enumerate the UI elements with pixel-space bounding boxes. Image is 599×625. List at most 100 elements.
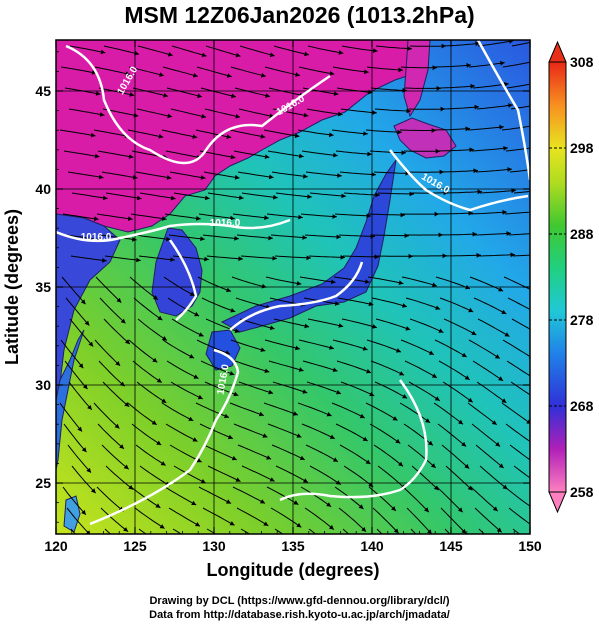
credits: Drawing by DCL (https://www.gfd-dennou.o…	[0, 594, 599, 622]
streamline	[93, 402, 120, 429]
streamline-arrowhead	[542, 37, 547, 42]
streamline	[95, 276, 122, 303]
streamline-arrowhead	[238, 256, 243, 262]
streamline-arrowhead	[93, 216, 99, 222]
streamline	[62, 213, 99, 220]
streamline	[508, 507, 530, 525]
streamline	[198, 213, 235, 220]
streamline-arrowhead	[200, 175, 206, 180]
streamline-arrowhead	[434, 396, 440, 401]
streamline-arrowhead	[465, 126, 470, 132]
streamline	[166, 87, 203, 98]
streamline-arrowhead	[133, 112, 139, 118]
streamline	[162, 339, 195, 359]
streamline-arrowhead	[469, 147, 474, 153]
streamline-arrowhead	[296, 281, 302, 286]
streamline	[338, 507, 367, 533]
streamline-arrowhead	[326, 502, 332, 507]
streamline-arrowhead	[364, 69, 369, 75]
streamline	[475, 444, 505, 469]
streamline	[476, 381, 507, 404]
streamline-arrowhead	[368, 89, 373, 95]
streamline	[339, 171, 376, 176]
streamline	[203, 444, 237, 461]
streamline	[264, 339, 301, 350]
streamline-arrowhead	[501, 309, 507, 314]
streamline-arrowhead	[498, 463, 504, 468]
streamline	[336, 360, 372, 374]
streamline	[270, 507, 302, 528]
streamline	[305, 171, 342, 177]
streamline-arrowhead	[269, 477, 275, 482]
streamline-arrowhead	[166, 175, 172, 180]
streamline	[469, 276, 504, 292]
streamline	[130, 213, 167, 220]
streamline	[137, 318, 168, 341]
streamline-arrowhead	[82, 384, 88, 390]
streamline	[271, 444, 306, 461]
contour-label: 1016.0	[215, 363, 231, 395]
streamline	[309, 192, 346, 197]
streamline	[197, 276, 232, 292]
streamline-arrowhead	[196, 458, 202, 463]
streamline-arrowhead	[78, 363, 84, 369]
streamline-arrowhead	[102, 195, 108, 201]
streamline	[471, 423, 501, 447]
streamline-arrowhead	[431, 128, 436, 133]
streamline-arrowhead	[268, 174, 274, 180]
streamline-arrowhead	[536, 398, 541, 402]
streamline	[375, 45, 412, 50]
streamline-arrowhead	[264, 154, 270, 159]
streamline	[342, 255, 380, 258]
streamline-arrowhead	[303, 173, 308, 179]
streamline	[298, 66, 335, 75]
streamline	[237, 444, 272, 460]
streamline-arrowhead	[402, 303, 407, 308]
streamline-arrowhead	[189, 354, 195, 359]
streamline-arrowhead	[100, 49, 106, 55]
streamline-arrowhead	[435, 148, 440, 154]
streamline	[368, 213, 405, 216]
streamline-arrowhead	[231, 93, 236, 99]
streamline-arrowhead	[494, 354, 500, 359]
streamline-arrowhead	[192, 134, 198, 139]
streamline	[501, 402, 530, 424]
streamline	[339, 444, 371, 465]
streamline	[170, 381, 204, 400]
streamline	[161, 402, 194, 422]
streamline-arrowhead	[329, 345, 334, 350]
streamline-arrowhead	[440, 106, 445, 112]
streamline	[308, 528, 317, 534]
streamline-arrowhead	[198, 332, 204, 337]
streamline-arrowhead	[295, 72, 300, 77]
streamline-arrowhead	[124, 402, 130, 407]
streamline-arrowhead	[114, 423, 120, 429]
streamline-arrowhead	[464, 375, 470, 380]
streamline	[136, 381, 167, 404]
streamline-arrowhead	[268, 235, 273, 241]
streamline-arrowhead	[428, 440, 433, 446]
streamline-arrowhead	[328, 524, 334, 530]
streamline	[505, 423, 530, 443]
streamline	[474, 232, 512, 236]
streamline	[399, 402, 431, 424]
streamline-arrowhead	[158, 133, 164, 139]
streamline-arrowhead	[537, 145, 542, 150]
streamline-arrowhead	[304, 51, 309, 57]
streamline	[306, 381, 342, 395]
streamline	[195, 129, 232, 138]
contour-1016	[476, 40, 530, 181]
streamline-arrowhead	[296, 522, 302, 528]
streamline	[239, 318, 275, 330]
streamline	[236, 507, 269, 527]
streamline	[104, 255, 141, 261]
streamline-arrowhead	[443, 190, 448, 196]
streamline	[128, 339, 158, 363]
streamline-arrowhead	[306, 255, 311, 261]
streamline-arrowhead	[477, 189, 482, 195]
y-axis-label: Latitude (degrees)	[2, 209, 22, 365]
streamline	[404, 360, 438, 379]
streamline	[340, 381, 375, 397]
streamline	[512, 528, 521, 534]
streamline	[102, 381, 130, 408]
